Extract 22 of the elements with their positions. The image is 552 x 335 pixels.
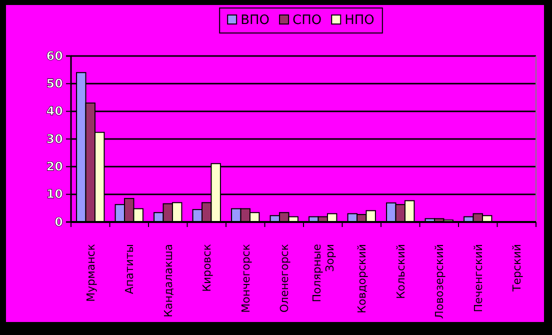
x-tick-label: Кольский [394, 244, 408, 300]
legend-label: НПО [344, 13, 374, 28]
y-tick-label: 20 [46, 160, 63, 174]
x-tick-label: Ковдорский [356, 244, 369, 314]
x-tick-label: Полярные Зори [310, 244, 336, 302]
x-tick-label: Терский [510, 244, 524, 292]
y-tick-label: 40 [46, 104, 63, 118]
x-tick-label: Кандалакша [162, 244, 175, 318]
legend-label: ВПО [240, 13, 270, 28]
x-tick-label: Кировск [200, 244, 214, 292]
x-tick-label: Ловозерский [433, 244, 446, 319]
y-tick-label: 0 [54, 214, 63, 229]
x-tick-label: Апатиты [123, 244, 136, 294]
y-tick-label: 30 [46, 132, 63, 146]
x-tick-label: Печенгский [472, 244, 485, 312]
y-tick-label: 50 [46, 76, 63, 91]
legend-label: СПО [292, 13, 322, 28]
x-tick-label: Оленегорск [278, 244, 292, 313]
y-tick-label: 10 [46, 187, 63, 202]
x-tick-label: Мурманск [84, 244, 98, 302]
y-tick-label: 60 [46, 48, 63, 63]
x-tick-label: Мончегорск [239, 244, 252, 313]
